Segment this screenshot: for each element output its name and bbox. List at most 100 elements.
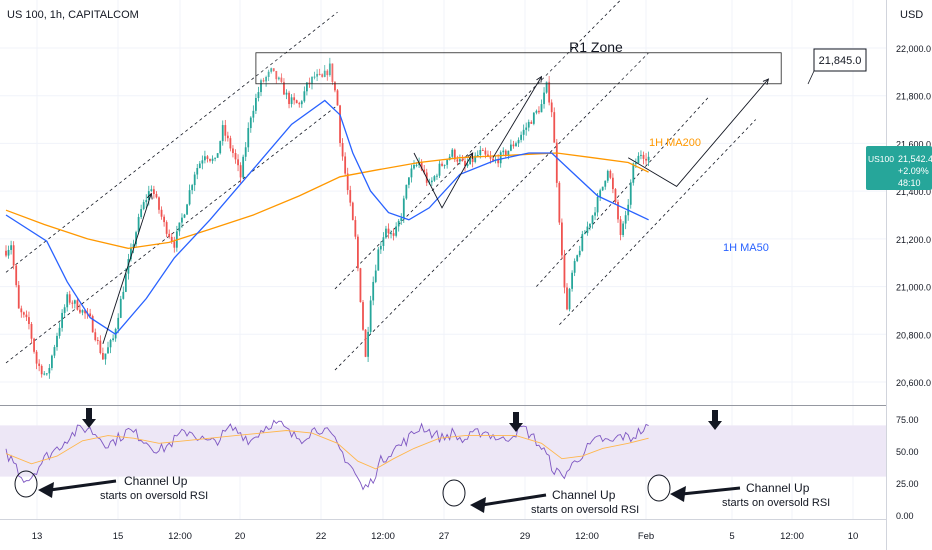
channel-line [536,95,711,287]
candle-body [249,117,252,129]
time-tick-label: 12:00 [780,531,804,542]
candle-body [397,220,400,227]
ma200-line [5,152,649,250]
candle-body [7,249,10,256]
callout-arrow [481,493,547,507]
price-tick-label: 20,600.0 [896,378,931,388]
price-badge[interactable]: US100 21,542.4 +2.09% 48:10 [866,146,932,190]
candle-body [283,81,285,95]
candle-body [341,143,344,157]
candle-body [318,73,321,75]
candle-body [155,194,158,198]
time-axis[interactable]: 13 15 12:00 20 22 12:00 27 29 12:00 Feb 5 12:00 10 [32,531,859,542]
candle-body [576,255,579,262]
time-tick-label: 5 [729,531,734,542]
candle-body [568,288,571,310]
candle-body [525,127,528,130]
candle-body [201,160,204,164]
ma50-line [5,99,649,336]
candle-body [543,92,545,105]
candle-body [474,155,477,162]
candle-body [48,367,51,374]
candle-body [168,233,171,237]
symbol-title[interactable]: US 100, 1h, CAPITALCOM [7,9,139,21]
projection-arrow [413,152,473,209]
candle-body [535,110,538,113]
candle-body [183,214,186,218]
candle-body [321,74,324,77]
candle-body [374,270,377,282]
candle-body [637,155,640,164]
channel-line [334,52,649,371]
candle-body [553,112,556,143]
rsi-tick-label: 0.00 [896,511,914,521]
candle-body [107,347,109,354]
candle-body [617,201,619,220]
candle-body [119,298,122,318]
annotation-2-line1: Channel Up [552,488,616,502]
candle-body [586,226,589,234]
arrow-head [762,78,770,85]
candle-body [313,76,316,78]
candle-body [234,153,237,160]
candle-body [581,234,584,251]
oversold-circle [14,470,38,498]
candle-body [89,313,92,317]
candle-body [112,338,114,341]
r1-zone-box [255,52,782,85]
candle-body [466,164,469,167]
candle-body [357,236,359,269]
candle-body [566,287,568,310]
candle-body [91,316,94,333]
candle-body [38,363,41,366]
callout-arrow [49,479,117,492]
candle-body [224,125,227,136]
candle-body [142,202,145,210]
candle-body [497,159,500,164]
candle-body [601,186,604,191]
candle-body [53,347,56,356]
candle-body [255,98,257,111]
candle-body [446,159,449,165]
candle-body [354,220,357,237]
candle-body [102,353,104,360]
candle-body [191,185,194,191]
candle-body [604,180,607,187]
price-axis[interactable]: 22,000.0 21,800.0 21,600.0 21,400.0 21,200.0… [896,44,931,388]
candle-body [502,150,505,153]
price-tick-label: 21,200.0 [896,235,931,245]
candle-body [96,339,99,341]
candle-body [178,222,181,232]
candle-body [45,373,48,375]
candle-body [160,209,163,217]
candle-body [17,285,20,309]
candle-body [306,82,308,92]
candle-body [438,163,441,176]
candle-body [15,265,18,286]
candle-body [400,218,403,221]
candle-body [5,250,7,256]
candle-body [461,159,464,161]
channel-line [5,104,338,364]
candle-body [596,196,599,213]
ma200-label: 1H MA200 [649,137,701,149]
candle-body [645,158,647,161]
candle-body [76,300,79,310]
candle-body [612,177,614,190]
candle-body [392,233,395,236]
candle-body [73,300,76,304]
oversold-circle [442,479,466,507]
rsi-axis[interactable]: 75.00 50.00 25.00 0.00 [896,415,919,521]
projection-arrow [627,78,769,187]
candle-body [71,302,74,304]
candle-body [170,236,173,242]
time-tick-label: 15 [113,531,124,542]
candle-body [288,92,290,105]
candle-body [209,158,211,161]
candle-body [573,261,576,273]
candle-body [204,156,206,161]
candle-body [390,233,392,235]
candle-body [270,68,273,72]
candle-body [540,104,543,113]
